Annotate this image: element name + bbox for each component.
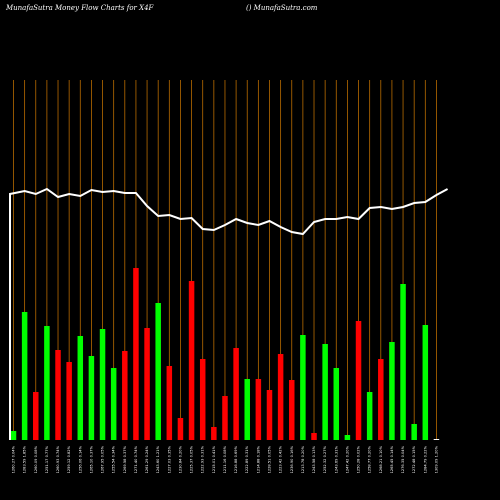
volume-bar [122, 351, 128, 440]
x-tick-label: 1255.54 0.34% [112, 445, 116, 473]
x-tick-label: 1227.03 0.35% [167, 445, 171, 473]
volume-bar [433, 439, 440, 440]
x-tick-label: 1211.16 0.08% [223, 445, 227, 473]
volume-bar [10, 431, 17, 440]
volume-bar [411, 424, 417, 440]
volume-bar [422, 325, 429, 440]
x-tick-labels: 1260.27 0.04% 1283.59 1.85% 1260.09 0.08% 1… [12, 445, 439, 473]
x-tick-label: 1272.48 0.15% [412, 445, 416, 473]
volume-bar [211, 427, 217, 440]
x-tick-label: 1251.17 0.77% [45, 445, 49, 473]
volume-bar [199, 359, 206, 440]
x-tick-label: 1216.88 0.69% [234, 445, 238, 473]
volume-bar [311, 433, 317, 440]
x-tick-label: 1267.95 0.05% [101, 445, 105, 473]
volume-bar [66, 362, 72, 440]
volume-bar [233, 348, 239, 440]
x-tick-label: 1214.88 0.18% [256, 445, 260, 473]
volume-bar [110, 368, 117, 440]
x-tick-label: 1271.40 0.74% [134, 445, 138, 473]
x-tick-label: 1256.06 0.14% [78, 445, 82, 473]
x-tick-label: 1276.35 0.04% [401, 445, 405, 473]
x-tick-label: 1265.10 0.37% [89, 445, 93, 473]
x-tick-label: 1260.93 0.74% [56, 445, 60, 473]
x-tick-label: 1309.09 1.20% [434, 445, 438, 473]
volume-bar [389, 342, 395, 440]
volume-bar [21, 312, 28, 440]
x-tick-label: 1236.90 0.16% [290, 445, 294, 473]
volume-bar [222, 396, 228, 440]
x-tick-label: 1250.28 0.02% [357, 445, 361, 473]
x-tick-label: 1223.42 0.42% [279, 445, 283, 473]
x-tick-label: 1243.69 0.31% [334, 445, 338, 473]
x-tick-label: 1252.32 0.27% [323, 445, 327, 473]
price-line-layer [9, 187, 449, 440]
x-tick-label: 1261.29 0.24% [145, 445, 149, 473]
volume-bar [400, 284, 406, 440]
volume-bar [333, 368, 340, 440]
volume-bar [77, 336, 84, 440]
volume-bar [155, 303, 161, 440]
x-tick-label: 1269.58 0.37% [123, 445, 127, 473]
x-tick-label: 1215.01 0.41% [212, 445, 216, 473]
volume-bar [88, 356, 95, 440]
x-tick-label: 1228.51 0.05% [267, 445, 271, 473]
x-tick-label: 1265.45 0.14% [390, 445, 394, 473]
volume-bar [322, 344, 328, 440]
volume-bar [378, 359, 384, 440]
volume-bar [366, 392, 373, 440]
x-tick-label: 1222.89 0.31% [245, 445, 249, 473]
grid-lines [13, 80, 437, 440]
chart-title: MunafaSutra Money Flow Charts for X4F [5, 4, 155, 12]
x-tick-label: 1284.79 0.22% [423, 445, 427, 473]
volume-bar [33, 392, 39, 440]
site-credit: () MunafaSutra.com [246, 4, 318, 12]
volume-bar [166, 366, 173, 440]
x-tick-label: 1213.78 0.20% [301, 445, 305, 473]
x-tick-label: 1243.58 0.13% [312, 445, 316, 473]
x-tick-label: 1225.37 0.05% [190, 445, 194, 473]
x-tick-label: 1260.09 0.08% [34, 445, 38, 473]
volume-bar [177, 418, 184, 440]
volume-bar [344, 435, 351, 440]
x-tick-label: 1258.77 0.20% [368, 445, 372, 473]
x-tick-label: 1230.84 0.20% [178, 445, 182, 473]
volume-bar [133, 268, 139, 440]
volume-bar [355, 321, 362, 440]
price-line [9, 187, 449, 440]
volume-bar [99, 329, 106, 440]
x-tick-label: 1259.12 0.82% [67, 445, 71, 473]
volume-bar [55, 350, 61, 440]
x-tick-label: 1283.59 1.85% [23, 445, 27, 473]
volume-bar [244, 379, 250, 440]
volume-bar [266, 390, 273, 440]
x-tick-label: 1260.27 0.04% [12, 445, 16, 473]
volume-bar [44, 326, 50, 440]
volume-bar [289, 380, 295, 440]
volume-bar [188, 281, 195, 440]
x-tick-label: 1243.60 1.21% [156, 445, 160, 473]
volume-bars [10, 268, 440, 440]
volume-bar [144, 328, 150, 440]
volume-bar [300, 335, 306, 440]
volume-bar [255, 379, 262, 440]
x-tick-label: 1268.21 0.10% [379, 445, 383, 473]
x-tick-label: 1222.93 0.31% [201, 445, 205, 473]
volume-bar [277, 354, 284, 440]
x-tick-label: 1247.42 0.20% [345, 445, 349, 473]
